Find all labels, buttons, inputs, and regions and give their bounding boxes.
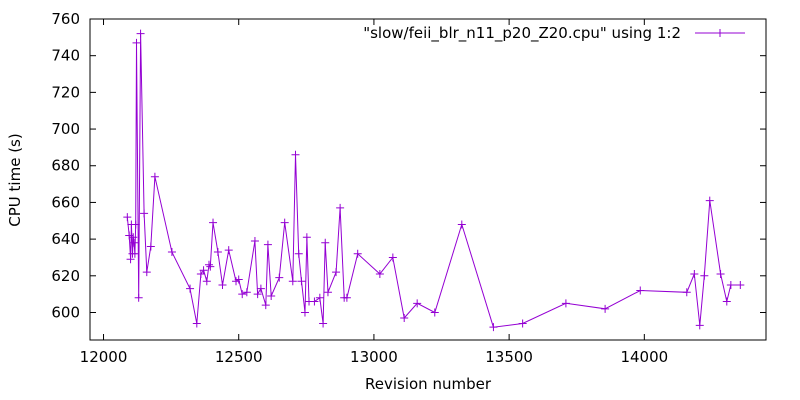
x-tick-label: 13500 xyxy=(485,348,533,366)
data-point xyxy=(202,277,211,286)
data-point xyxy=(218,280,227,289)
series-layer xyxy=(123,29,745,332)
data-point xyxy=(722,297,731,306)
y-tick-label: 700 xyxy=(51,120,80,138)
data-point xyxy=(489,323,498,332)
data-point xyxy=(561,299,570,308)
legend: "slow/feii_blr_n11_p20_Z20.cpu" using 1:… xyxy=(363,24,745,43)
data-point xyxy=(130,238,139,247)
data-point xyxy=(209,218,218,227)
x-axis-label: Revision number xyxy=(365,375,492,393)
data-point xyxy=(136,29,145,38)
data-point xyxy=(430,308,439,317)
x-tick-label: 12500 xyxy=(215,348,263,366)
data-point xyxy=(263,240,272,249)
data-point xyxy=(342,293,351,302)
data-point xyxy=(150,172,159,181)
data-point xyxy=(167,247,176,256)
data-point xyxy=(375,269,384,278)
y-axis-ticks: 600 620 640 660 680 700 720 740 760 xyxy=(51,10,766,321)
data-point xyxy=(413,299,422,308)
data-point xyxy=(336,203,345,212)
data-point xyxy=(125,231,134,240)
data-point xyxy=(134,293,143,302)
legend-marker xyxy=(716,29,724,37)
data-point xyxy=(332,268,341,277)
data-point xyxy=(130,249,139,258)
y-tick-label: 740 xyxy=(51,47,80,65)
data-point xyxy=(280,218,289,227)
data-point xyxy=(457,220,466,229)
data-point xyxy=(705,196,714,205)
data-point xyxy=(123,213,132,222)
x-tick-label: 14000 xyxy=(620,348,668,366)
series-line xyxy=(126,33,741,328)
data-point xyxy=(192,319,201,328)
legend-marker-plus xyxy=(716,29,724,37)
x-axis-ticks: 12000 12500 13000 13500 14000 xyxy=(80,19,668,366)
data-point xyxy=(636,286,645,295)
data-point xyxy=(253,290,262,299)
data-point xyxy=(213,247,222,256)
data-point xyxy=(256,284,265,293)
data-point xyxy=(300,308,309,317)
data-point xyxy=(736,280,745,289)
data-point xyxy=(238,290,247,299)
data-point xyxy=(302,233,311,242)
data-point xyxy=(726,280,735,289)
data-point xyxy=(682,288,691,297)
y-tick-label: 720 xyxy=(51,83,80,101)
y-tick-label: 620 xyxy=(51,267,80,285)
data-point xyxy=(129,233,138,242)
data-point xyxy=(695,321,704,330)
y-tick-label: 760 xyxy=(51,10,80,28)
data-point xyxy=(319,319,328,328)
plot-frame xyxy=(89,18,767,341)
data-point xyxy=(288,277,297,286)
data-point xyxy=(310,297,319,306)
data-point xyxy=(294,249,303,258)
y-tick-label: 660 xyxy=(51,193,80,211)
data-point xyxy=(131,220,140,229)
data-point xyxy=(242,288,251,297)
y-axis-label: CPU time (s) xyxy=(6,133,24,226)
data-point xyxy=(142,268,151,277)
data-point xyxy=(315,293,324,302)
data-point xyxy=(250,236,259,245)
y-tick-label: 600 xyxy=(51,303,80,321)
legend-label: "slow/feii_blr_n11_p20_Z20.cpu" using 1:… xyxy=(363,24,681,43)
x-tick-label: 13000 xyxy=(350,348,398,366)
data-point xyxy=(199,266,208,275)
data-point xyxy=(267,291,276,300)
data-point xyxy=(323,288,332,297)
data-point xyxy=(716,269,725,278)
data-point xyxy=(601,304,610,313)
y-tick-label: 680 xyxy=(51,157,80,175)
data-point xyxy=(388,253,397,262)
data-point xyxy=(206,262,215,271)
data-point xyxy=(126,255,135,264)
data-point xyxy=(186,284,195,293)
x-tick-label: 12000 xyxy=(80,348,128,366)
data-point xyxy=(700,271,709,280)
data-point xyxy=(146,242,155,251)
data-point xyxy=(275,273,284,282)
data-point xyxy=(204,260,213,269)
data-point xyxy=(224,246,233,255)
y-tick-label: 640 xyxy=(51,230,80,248)
data-point xyxy=(518,319,527,328)
data-point xyxy=(297,277,306,286)
data-point xyxy=(400,313,409,322)
data-point xyxy=(261,301,270,310)
data-point xyxy=(234,275,243,284)
data-point xyxy=(291,150,300,159)
data-point xyxy=(321,238,330,247)
data-point xyxy=(353,249,362,258)
data-point xyxy=(690,269,699,278)
data-point xyxy=(132,38,141,47)
data-point xyxy=(140,209,149,218)
